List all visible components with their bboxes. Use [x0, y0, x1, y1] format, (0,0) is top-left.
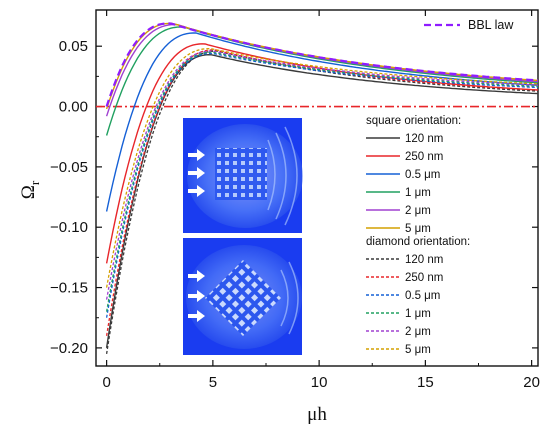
- x-axis-title: μh: [307, 404, 327, 425]
- legend-diamond-5-label: 5 μm: [405, 344, 431, 356]
- legend-square-5-label: 5 μm: [405, 223, 431, 235]
- series-legend: square orientation: diamond orientation:…: [366, 115, 470, 356]
- y-tick-label: 0.00: [59, 99, 88, 116]
- legend-diamond-0-label: 120 nm: [405, 254, 443, 266]
- diamond-series-line-2: [105, 52, 538, 318]
- plot-frame: [95, 9, 539, 367]
- y-axis-ticks: 0.05 0.00 −0.05 −0.10 −0.15 −0.20: [50, 38, 538, 357]
- legend-square-1-label: 250 nm: [405, 151, 443, 163]
- diamond-series-line-3: [105, 51, 538, 312]
- legend-diamond-2-label: 0.5 μm: [405, 290, 440, 302]
- legend-diamond-3-label: 1 μm: [405, 308, 431, 320]
- square-series-line-0: [105, 53, 538, 349]
- legend-square-2-label: 0.5 μm: [405, 169, 440, 181]
- legend-square-4-label: 2 μm: [405, 205, 431, 217]
- y-tick-label: −0.05: [50, 159, 88, 176]
- diamond-series-line-0: [105, 50, 538, 355]
- inset-diamond-arrows: [188, 270, 205, 322]
- legend-diamond-4-label: 2 μm: [405, 326, 431, 338]
- x-tick-label: 15: [417, 374, 434, 391]
- inset-square-arrows: [188, 149, 205, 197]
- series-group: [105, 22, 538, 355]
- x-tick-label: 5: [209, 374, 217, 391]
- legend-square-3-label: 1 μm: [405, 187, 431, 199]
- y-tick-label: −0.10: [50, 219, 88, 236]
- square-series-line-3: [105, 26, 538, 136]
- y-tick-label: 0.05: [59, 38, 88, 55]
- bbl-series-line: [105, 22, 538, 107]
- y-tick-label: −0.20: [50, 340, 88, 357]
- legend-diamond-1-label: 250 nm: [405, 272, 443, 284]
- x-axis-ticks: 0 5 10 15 20: [102, 10, 540, 391]
- bbl-legend: BBL law: [424, 18, 514, 32]
- y-axis-title: Ωr: [18, 180, 42, 199]
- legend-diamond-header: diamond orientation:: [366, 236, 470, 248]
- legend-square-header: square orientation:: [366, 115, 461, 127]
- bbl-legend-label: BBL law: [468, 18, 514, 32]
- x-tick-label: 20: [523, 374, 540, 391]
- x-tick-label: 10: [311, 374, 328, 391]
- diamond-series-line-4: [105, 50, 538, 300]
- x-tick-label: 0: [102, 374, 110, 391]
- legend-square-0-label: 120 nm: [405, 133, 443, 145]
- square-series-line-5: [105, 22, 538, 110]
- diamond-series-line-1: [105, 49, 538, 336]
- y-tick-label: −0.15: [50, 280, 88, 297]
- inset-field-maps: [183, 118, 303, 355]
- diamond-series-line-5: [105, 47, 538, 288]
- svg-text:Ωr: Ωr: [18, 180, 42, 199]
